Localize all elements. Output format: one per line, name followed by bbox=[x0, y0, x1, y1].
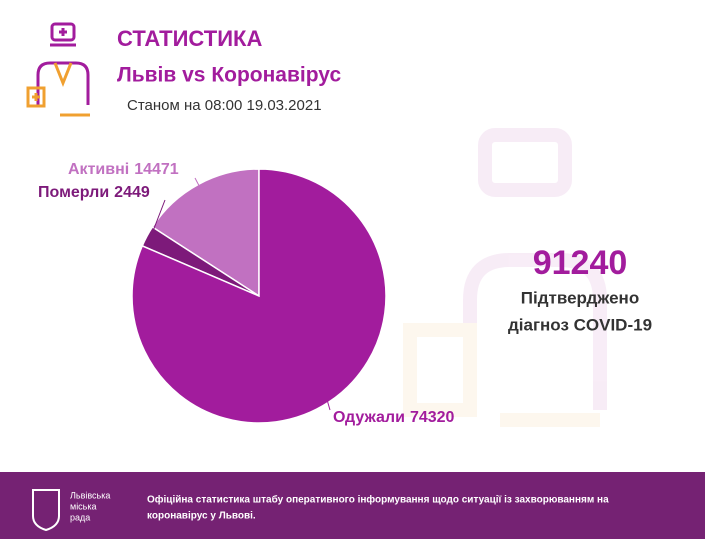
leader-line bbox=[194, 177, 201, 189]
subtitle: Львів vs Коронавірус bbox=[117, 64, 341, 87]
slice-name: Одужали bbox=[333, 409, 405, 426]
pie-slice bbox=[131, 168, 387, 424]
total: 91240 bbox=[533, 244, 628, 282]
slice-value: 74320 bbox=[410, 409, 455, 426]
leader-line bbox=[326, 398, 331, 411]
date: Станом на 08:00 19.03.2021 bbox=[127, 97, 322, 114]
slice-label: Померли 2449 bbox=[38, 184, 150, 201]
footer bbox=[0, 472, 705, 539]
caption: Підтверджено bbox=[521, 288, 639, 307]
pie-chart: Активні 14471 Померли 2449 Одужали 74320 bbox=[38, 161, 455, 426]
doctor-icon bbox=[26, 22, 90, 117]
slice-name: Померли bbox=[38, 184, 109, 201]
caption: діагноз COVID-19 bbox=[508, 315, 652, 334]
logo-text: міська bbox=[70, 501, 97, 511]
logo-text: Львівська bbox=[70, 490, 110, 500]
title: СТАТИСТИКА bbox=[117, 26, 262, 51]
slice-label: Одужали 74320 bbox=[333, 409, 455, 426]
footer-text: коронавірус у Львові. bbox=[147, 511, 256, 522]
footer-text: Офіційна статистика штабу оперативного і… bbox=[147, 494, 609, 506]
slice-value: 14471 bbox=[134, 161, 179, 178]
slice-name: Активні bbox=[68, 161, 129, 178]
logo bbox=[32, 489, 60, 532]
leader-line bbox=[149, 199, 166, 239]
logo-text: рада bbox=[70, 512, 90, 522]
slice-value: 2449 bbox=[114, 184, 150, 201]
slice-label: Активні 14471 bbox=[68, 161, 179, 178]
watermark bbox=[403, 128, 607, 427]
